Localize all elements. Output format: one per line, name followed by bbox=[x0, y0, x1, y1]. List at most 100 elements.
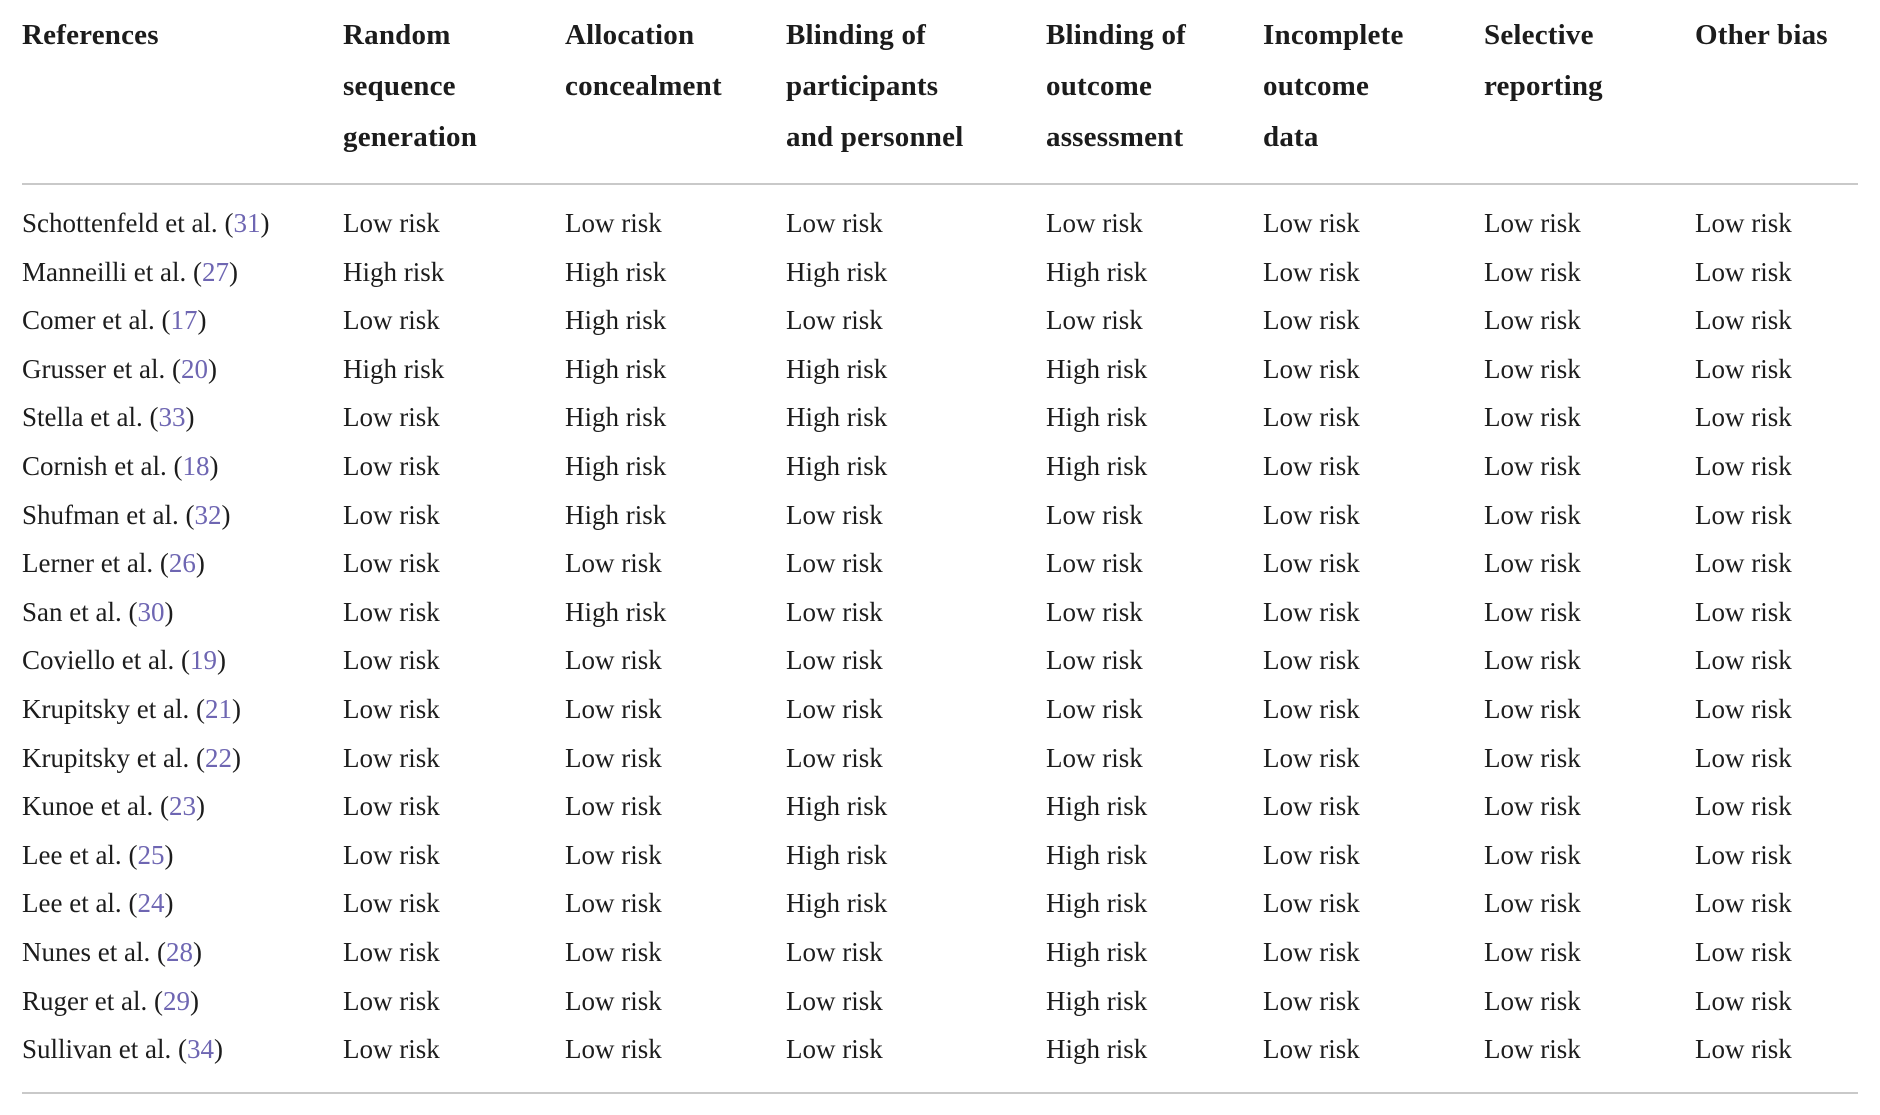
citation-link[interactable]: 28 bbox=[165, 936, 193, 967]
citation-link[interactable]: 27 bbox=[201, 256, 229, 287]
risk-cell-allocation-concealment: High risk bbox=[565, 450, 667, 481]
risk-cell-blinding-participants-personnel: Low risk bbox=[786, 1034, 883, 1065]
citation-close-paren: ) bbox=[231, 742, 241, 773]
table-row: Manneilli et al. (27) High risk High ris… bbox=[22, 248, 1858, 297]
citation-close-paren: ) bbox=[164, 596, 174, 627]
citation-link[interactable]: 22 bbox=[204, 742, 232, 773]
citation-link[interactable]: 24 bbox=[137, 888, 165, 919]
table-row: Schottenfeld et al. (31) Low risk Low ri… bbox=[22, 199, 1858, 248]
reference-name: Krupitsky et al. bbox=[22, 693, 190, 724]
citation-link[interactable]: 20 bbox=[180, 353, 208, 384]
reference-cell: Shufman et al. (32) bbox=[22, 491, 343, 540]
risk-cell-random-sequence-generation: Low risk bbox=[343, 1034, 440, 1065]
risk-cell-blinding-outcome-assessment: High risk bbox=[1046, 791, 1148, 822]
citation-link[interactable]: 31 bbox=[233, 208, 261, 238]
risk-cell-random-sequence-generation: Low risk bbox=[343, 208, 440, 238]
column-header-references: References bbox=[22, 10, 343, 163]
risk-cell-allocation-concealment: Low risk bbox=[565, 985, 662, 1016]
risk-cell-blinding-participants-personnel: Low risk bbox=[786, 208, 883, 238]
reference-cell: Lee et al. (25) bbox=[22, 831, 343, 880]
risk-cell-blinding-participants-personnel: High risk bbox=[786, 450, 888, 481]
citation-open-paren: ( bbox=[147, 985, 163, 1016]
citation-close-paren: ) bbox=[189, 985, 199, 1016]
citation-link[interactable]: 17 bbox=[170, 305, 198, 336]
reference-cell: Cornish et al. (18) bbox=[22, 442, 343, 491]
reference-cell: Nunes et al. (28) bbox=[22, 928, 343, 977]
risk-cell-other-bias: Low risk bbox=[1695, 353, 1792, 384]
citation-link[interactable]: 23 bbox=[168, 791, 196, 822]
citation-link[interactable]: 19 bbox=[189, 645, 217, 676]
citation-open-paren: ( bbox=[165, 353, 181, 384]
risk-cell-other-bias: Low risk bbox=[1695, 888, 1792, 919]
reference-name: Cornish et al. bbox=[22, 450, 167, 481]
citation-link[interactable]: 29 bbox=[162, 985, 190, 1016]
risk-cell-blinding-outcome-assessment: High risk bbox=[1046, 888, 1148, 919]
risk-cell-random-sequence-generation: Low risk bbox=[343, 596, 440, 627]
risk-cell-blinding-outcome-assessment: High risk bbox=[1046, 985, 1148, 1016]
column-header-label: Selective reporting bbox=[1484, 19, 1603, 102]
column-header-other-bias: Other bias bbox=[1695, 10, 1858, 163]
risk-cell-incomplete-outcome-data: Low risk bbox=[1263, 402, 1360, 433]
risk-cell-incomplete-outcome-data: Low risk bbox=[1263, 305, 1360, 336]
reference-name: Nunes et al. bbox=[22, 936, 151, 967]
citation-link[interactable]: 21 bbox=[204, 693, 232, 724]
citation-link[interactable]: 34 bbox=[186, 1034, 214, 1065]
table-row: Sullivan et al. (34) Low risk Low risk L… bbox=[22, 1025, 1858, 1074]
table-row: Kunoe et al. (23) Low risk Low risk High… bbox=[22, 782, 1858, 831]
citation-link[interactable]: 18 bbox=[182, 450, 210, 481]
citation-open-paren: ( bbox=[189, 742, 205, 773]
citation-open-paren: ( bbox=[174, 645, 190, 676]
risk-cell-selective-reporting: Low risk bbox=[1484, 596, 1581, 627]
reference-cell: San et al. (30) bbox=[22, 588, 343, 637]
risk-cell-allocation-concealment: Low risk bbox=[565, 936, 662, 967]
reference-cell: Schottenfeld et al. (31) bbox=[22, 199, 343, 248]
table-row: Comer et al. (17) Low risk High risk Low… bbox=[22, 296, 1858, 345]
risk-cell-blinding-outcome-assessment: Low risk bbox=[1046, 742, 1143, 773]
risk-cell-other-bias: Low risk bbox=[1695, 693, 1792, 724]
table-body: Schottenfeld et al. (31) Low risk Low ri… bbox=[22, 185, 1858, 1094]
column-header-label: Random sequence generation bbox=[343, 19, 478, 153]
risk-cell-other-bias: Low risk bbox=[1695, 548, 1792, 579]
table-row: Lerner et al. (26) Low risk Low risk Low… bbox=[22, 539, 1858, 588]
risk-cell-blinding-outcome-assessment: High risk bbox=[1046, 353, 1148, 384]
risk-cell-allocation-concealment: High risk bbox=[565, 353, 667, 384]
reference-cell: Coviello et al. (19) bbox=[22, 636, 343, 685]
risk-cell-allocation-concealment: High risk bbox=[565, 596, 667, 627]
table-row: San et al. (30) Low risk High risk Low r… bbox=[22, 588, 1858, 637]
reference-cell: Grusser et al. (20) bbox=[22, 345, 343, 394]
risk-cell-incomplete-outcome-data: Low risk bbox=[1263, 742, 1360, 773]
citation-close-paren: ) bbox=[231, 693, 241, 724]
citation-link[interactable]: 32 bbox=[194, 499, 222, 530]
table-row: Krupitsky et al. (21) Low risk Low risk … bbox=[22, 685, 1858, 734]
citation-link[interactable]: 30 bbox=[137, 596, 165, 627]
risk-cell-allocation-concealment: High risk bbox=[565, 402, 667, 433]
column-header-selective-reporting: Selective reporting bbox=[1484, 10, 1695, 163]
risk-cell-selective-reporting: Low risk bbox=[1484, 888, 1581, 919]
citation-link[interactable]: 25 bbox=[137, 839, 165, 870]
risk-cell-blinding-participants-personnel: Low risk bbox=[786, 548, 883, 579]
risk-cell-random-sequence-generation: Low risk bbox=[343, 548, 440, 579]
citation-open-paren: ( bbox=[178, 499, 195, 530]
risk-cell-incomplete-outcome-data: Low risk bbox=[1263, 693, 1360, 724]
reference-cell: Comer et al. (17) bbox=[22, 296, 343, 345]
reference-cell: Stella et al. (33) bbox=[22, 393, 343, 442]
risk-cell-blinding-participants-personnel: Low risk bbox=[786, 936, 883, 967]
citation-close-paren: ) bbox=[195, 548, 205, 579]
risk-cell-blinding-participants-personnel: Low risk bbox=[786, 305, 883, 336]
risk-cell-blinding-participants-personnel: High risk bbox=[786, 791, 888, 822]
citation-open-paren: ( bbox=[153, 548, 169, 579]
citation-link[interactable]: 26 bbox=[168, 548, 196, 579]
risk-cell-selective-reporting: Low risk bbox=[1484, 1034, 1581, 1065]
column-header-blinding-outcome-assessment: Blinding of outcome assessment bbox=[1046, 10, 1263, 163]
risk-cell-incomplete-outcome-data: Low risk bbox=[1263, 548, 1360, 579]
citation-close-paren: ) bbox=[213, 1034, 223, 1065]
reference-name: Coviello et al. bbox=[22, 645, 175, 676]
reference-cell: Sullivan et al. (34) bbox=[22, 1025, 343, 1074]
risk-cell-selective-reporting: Low risk bbox=[1484, 936, 1581, 967]
risk-cell-other-bias: Low risk bbox=[1695, 402, 1792, 433]
citation-link[interactable]: 33 bbox=[158, 402, 186, 433]
risk-cell-blinding-participants-personnel: High risk bbox=[786, 839, 888, 870]
reference-name: Manneilli et al. bbox=[22, 256, 187, 287]
risk-cell-blinding-outcome-assessment: High risk bbox=[1046, 256, 1148, 287]
